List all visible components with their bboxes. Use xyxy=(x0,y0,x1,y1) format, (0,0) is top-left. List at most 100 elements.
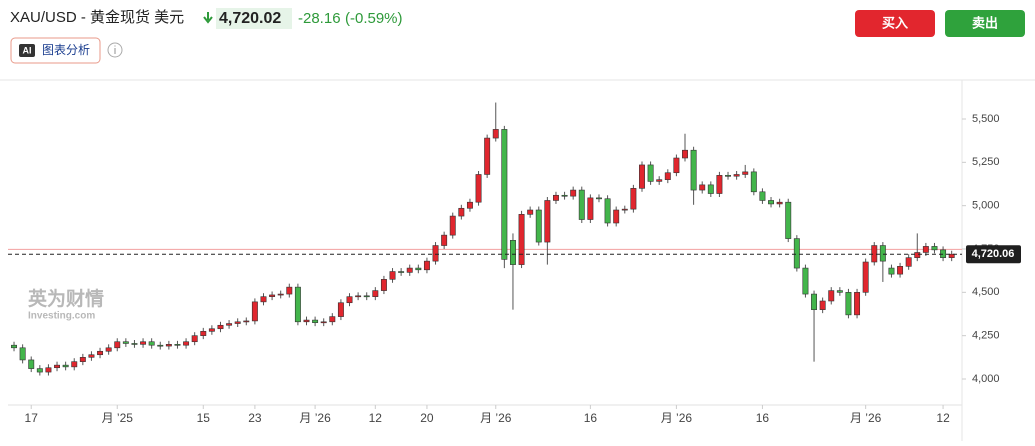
candle-body xyxy=(148,341,155,346)
candle-body xyxy=(535,209,542,243)
candle-body xyxy=(294,286,301,323)
candle-body xyxy=(140,341,147,345)
candle-body xyxy=(303,319,310,323)
candle-body xyxy=(854,292,861,316)
last-price-label: 4,720.06 xyxy=(972,248,1015,260)
candle-body xyxy=(578,189,585,220)
x-tick-label: 月 ’26 xyxy=(480,411,512,425)
y-tick-label: 5,250 xyxy=(972,156,1000,168)
candle-body xyxy=(690,149,697,191)
y-tick-label: 5,500 xyxy=(972,113,1000,125)
watermark-cn: 英为财情 xyxy=(28,287,104,310)
candle-body xyxy=(750,171,757,193)
candle-body xyxy=(226,323,233,326)
candle-body xyxy=(415,267,422,271)
candle-body xyxy=(501,129,508,260)
candle-body xyxy=(836,290,843,293)
candle-body xyxy=(114,341,121,349)
candle-body xyxy=(518,214,525,265)
x-tick-label: 17 xyxy=(25,411,39,425)
candle-body xyxy=(389,271,396,280)
candle-body xyxy=(19,347,26,361)
y-tick-label: 4,000 xyxy=(972,373,1000,385)
sell-button[interactable]: 卖出 xyxy=(945,10,1025,37)
candle-body xyxy=(828,290,835,302)
candle-body xyxy=(36,368,43,373)
y-tick-label: 4,250 xyxy=(972,330,1000,342)
candle-body xyxy=(28,359,35,369)
candle-body xyxy=(200,331,207,336)
x-tick-label: 月 ’25 xyxy=(102,411,134,425)
x-tick-label: 16 xyxy=(756,411,770,425)
candle-body xyxy=(682,149,688,159)
candle-body xyxy=(931,246,938,251)
candle-body xyxy=(553,194,559,201)
x-tick-label: 15 xyxy=(197,411,211,425)
candle-body xyxy=(905,257,912,267)
candle-body xyxy=(71,361,78,368)
candle-body xyxy=(922,246,929,253)
candle-body xyxy=(79,357,86,362)
candle-body xyxy=(441,234,448,246)
candle-body xyxy=(355,295,362,298)
candle-body xyxy=(398,271,405,273)
candle-body xyxy=(621,208,628,211)
candle-body xyxy=(406,267,413,273)
x-tick-label: 月 ’26 xyxy=(299,411,331,425)
candle-body xyxy=(484,137,491,175)
candle-body xyxy=(243,320,250,323)
candle-body xyxy=(277,293,284,296)
watermark-en: Investing.com xyxy=(28,311,95,322)
ai-badge-bg xyxy=(19,44,35,57)
down-arrow xyxy=(203,12,213,24)
candle-body xyxy=(561,194,568,197)
candle-body xyxy=(208,328,215,332)
candle-body xyxy=(656,179,663,182)
buy-bg xyxy=(855,10,935,37)
candle-body xyxy=(699,184,706,191)
x-tick-label: 20 xyxy=(420,411,434,425)
price-highlight xyxy=(216,8,292,29)
candle-body xyxy=(811,293,818,310)
candle-body xyxy=(312,319,319,323)
candle-body xyxy=(432,245,439,262)
x-tick-label: 12 xyxy=(369,411,383,425)
candle-body xyxy=(191,335,198,343)
candle-body xyxy=(509,240,516,265)
candle-body xyxy=(372,290,379,297)
candle-body xyxy=(363,295,370,298)
candle-body xyxy=(492,129,499,139)
sell-bg xyxy=(945,10,1025,37)
y-tick-label: 5,000 xyxy=(972,200,1000,212)
ai-analysis-button[interactable]: AI 图表分析 xyxy=(10,37,101,64)
change: -28.16 xyxy=(298,10,341,27)
candle-body xyxy=(707,184,714,194)
candle-body xyxy=(914,252,921,258)
buy-button[interactable]: 买入 xyxy=(855,10,935,37)
x-tick-label: 月 ’26 xyxy=(850,411,882,425)
x-tick-label: 16 xyxy=(584,411,598,425)
change-percent: (-0.59%) xyxy=(345,10,403,27)
candle-body xyxy=(802,267,809,295)
candle-body xyxy=(286,286,293,295)
candle-body xyxy=(475,174,482,203)
x-tick-label: 12 xyxy=(936,411,950,425)
candle-body xyxy=(527,209,534,215)
instrument-title: XAU/USD - 黄金现货 美元 xyxy=(10,9,184,26)
candle-body xyxy=(329,316,336,323)
info-icon[interactable] xyxy=(107,42,123,58)
candle-body xyxy=(664,172,671,180)
candle-body xyxy=(88,354,95,358)
candle-body xyxy=(725,175,731,177)
candle-body xyxy=(733,174,740,177)
last-price-box xyxy=(966,245,1021,264)
candle-body xyxy=(596,197,602,200)
candle-body xyxy=(346,296,353,304)
candle-body xyxy=(544,200,551,243)
candle-body xyxy=(251,301,258,322)
price: 4,720.02 xyxy=(219,10,281,27)
candle-body xyxy=(879,245,886,262)
candle-body xyxy=(449,215,456,236)
